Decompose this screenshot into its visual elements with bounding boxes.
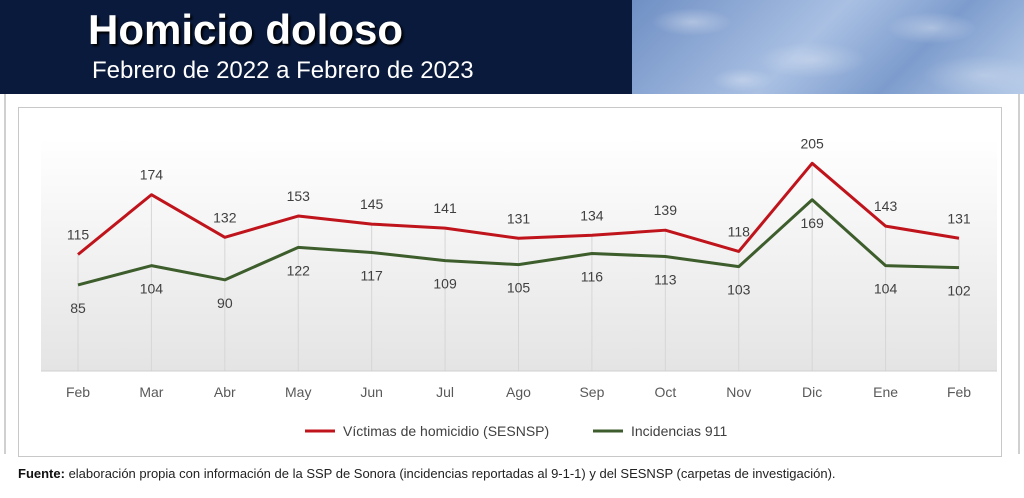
data-label: 109 [433,276,457,292]
x-tick-label: Nov [726,384,751,400]
data-label: 174 [140,167,164,183]
page-title: Homicio doloso [88,6,403,53]
series-line-victimas [77,161,960,256]
data-label: 145 [360,196,384,212]
frame-right-border [1018,94,1020,454]
line-chart: Feb Mar Abr May Jun Jul Ago Sep Oct Nov Dic Ene Feb 1… [41,135,997,439]
data-label: 113 [654,272,677,288]
source-note: Fuente: elaboración propia con informaci… [18,466,836,481]
x-tick-label: Jun [360,384,383,400]
data-label: 131 [947,210,971,226]
data-label: 205 [800,135,824,151]
x-tick-label: Jul [436,384,454,400]
data-label: 116 [581,268,604,284]
series-line-incidencias [77,198,960,287]
data-label: 104 [874,281,898,297]
chart-container: Feb Mar Abr May Jun Jul Ago Sep Oct Nov Dic Ene Feb 1… [18,107,1002,457]
x-tick-label: Feb [66,384,90,400]
data-label: 85 [70,300,86,316]
x-tick-label: Ago [506,384,531,400]
x-tick-label: Mar [139,384,163,400]
x-tick-label: Dic [802,384,822,400]
data-label: 141 [433,200,457,216]
legend-label: Víctimas de homicidio (SESNSP) [343,423,549,439]
data-label: 104 [140,281,164,297]
data-label: 132 [213,209,237,225]
data-label: 90 [217,295,233,311]
page-subtitle: Febrero de 2022 a Febrero de 2023 [92,57,474,84]
source-text: elaboración propia con información de la… [64,466,836,481]
data-label: 153 [287,188,311,204]
data-label: 103 [727,282,751,298]
data-label: 102 [947,283,971,299]
x-tick-label: Feb [947,384,971,400]
data-label: 134 [580,207,604,223]
x-tick-label: May [285,384,311,400]
data-label: 115 [67,227,90,243]
legend-label: Incidencias 911 [631,423,727,439]
data-label: 117 [361,267,384,283]
x-tick-label: Oct [654,384,676,400]
source-label: Fuente: [18,466,65,481]
data-label: 122 [287,262,311,278]
x-tick-label: Abr [214,384,236,400]
x-tick-label: Sep [579,384,604,400]
data-label: 105 [507,280,531,296]
data-label: 118 [728,223,751,239]
data-label: 139 [654,202,678,218]
frame-left-border [4,94,6,454]
data-label: 169 [800,215,824,231]
x-tick-label: Ene [873,384,898,400]
header-sky-image [632,0,1024,94]
data-label: 131 [507,210,531,226]
data-label: 143 [874,198,898,214]
